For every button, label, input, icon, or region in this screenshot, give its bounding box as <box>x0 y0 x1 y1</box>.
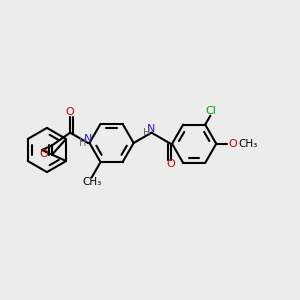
Text: O: O <box>40 149 48 159</box>
Text: O: O <box>228 139 237 149</box>
Text: CH₃: CH₃ <box>82 177 101 187</box>
Text: CH₃: CH₃ <box>238 139 258 149</box>
Text: O: O <box>166 159 175 169</box>
Text: Cl: Cl <box>205 106 216 116</box>
Text: H: H <box>79 138 86 148</box>
Text: H: H <box>142 128 150 138</box>
Text: N: N <box>84 134 92 144</box>
Text: O: O <box>66 107 74 117</box>
Text: N: N <box>147 124 156 134</box>
